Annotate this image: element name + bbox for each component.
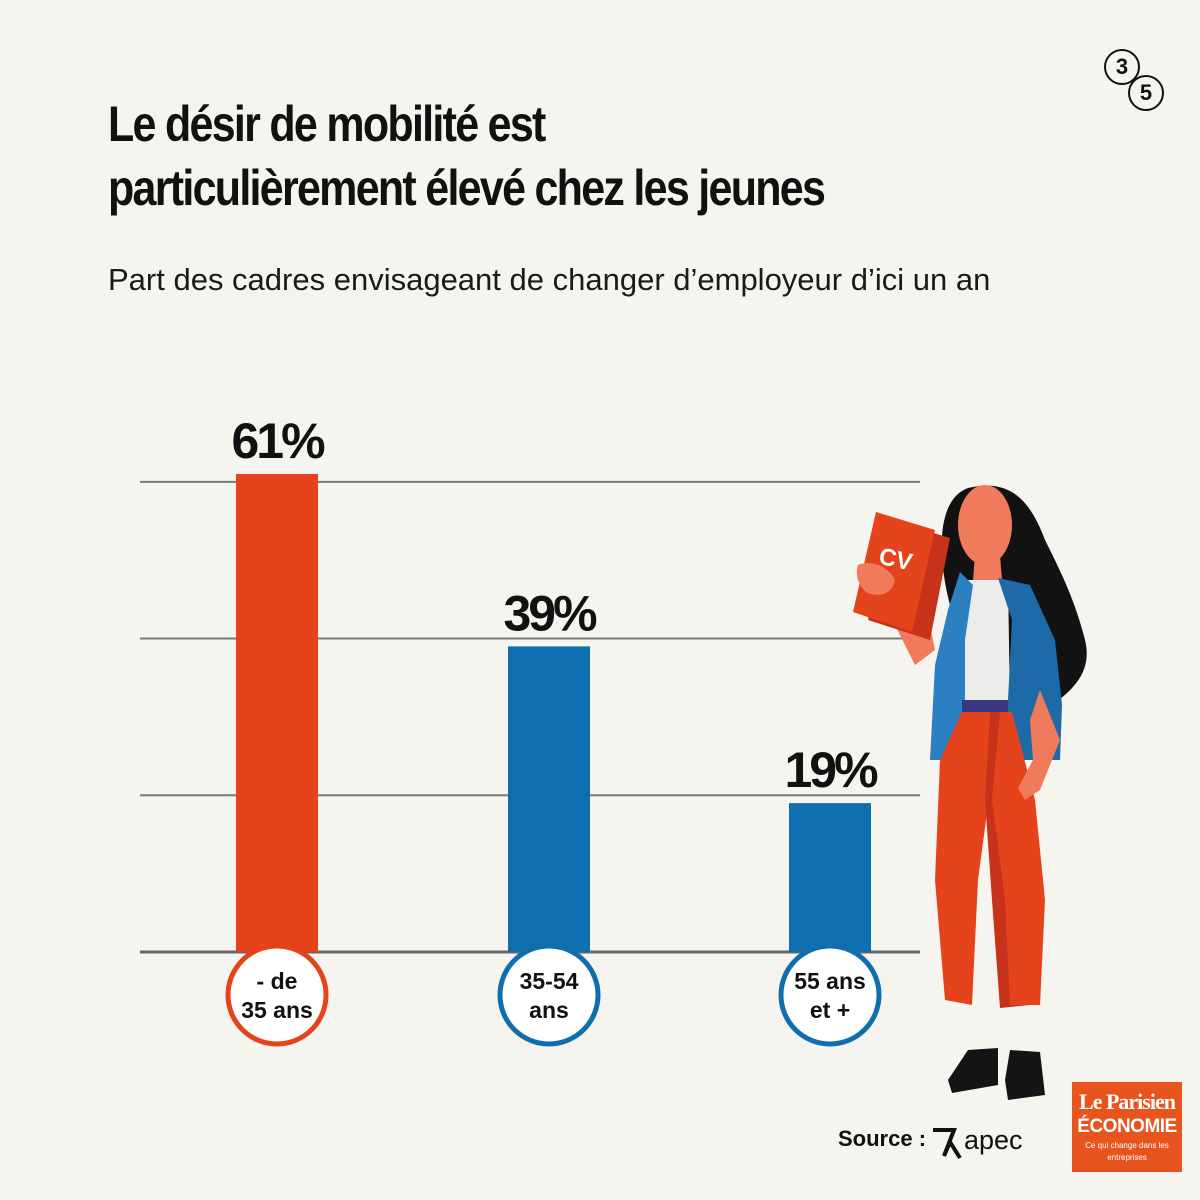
shoe-right (1005, 1050, 1045, 1100)
category-label-3-line-2: et + (810, 997, 850, 1023)
value-label-3: 19% (784, 742, 878, 798)
source-name: apec (964, 1125, 1023, 1155)
apec-logo: apec (930, 1124, 1050, 1160)
woman-illustration: CV (853, 485, 1087, 1100)
belt (962, 700, 1008, 714)
category-badge-2 (497, 943, 601, 1047)
shoe-left (948, 1048, 998, 1093)
page-counter: 3 5 (1100, 45, 1170, 120)
source-label: Source : (838, 1126, 927, 1151)
arm-right (1018, 690, 1060, 800)
cv-document: CV (853, 512, 950, 640)
trousers-right-front (992, 712, 1045, 1005)
face (958, 485, 1012, 565)
page-total: 5 (1128, 75, 1164, 111)
category-label-1-line-1: - de (257, 968, 298, 994)
category-label-2-line-2: ans (529, 997, 569, 1023)
logo-line-1: Le Parisien (1079, 1089, 1176, 1114)
bar-1 (236, 474, 318, 952)
chart-subtitle: Part des cadres envisageant de changer d… (108, 262, 991, 297)
title-line-1: Le désir de mobilité est (108, 96, 546, 152)
shirt (960, 580, 1010, 705)
logo-line-2: ÉCONOMIE (1077, 1116, 1177, 1137)
category-label-1-line-2: 35 ans (241, 997, 313, 1023)
category-badge-1 (225, 943, 329, 1047)
value-labels: 61% 39% 19% (231, 413, 881, 798)
category-label-2-line-1: 35-54 (520, 968, 579, 994)
logo-tagline: Ce qui change dans les entreprises (1085, 1141, 1169, 1162)
category-badge-3 (778, 943, 882, 1047)
value-label-1: 61% (231, 413, 325, 469)
category-label-3-line-1: 55 ans (794, 968, 866, 994)
title-line-2: particulièrement élevé chez les jeunes (108, 160, 826, 216)
neck (973, 555, 1002, 580)
cv-front-page (853, 512, 935, 632)
le-parisien-economie-logo: Le Parisien ÉCONOMIE Ce qui change dans … (1072, 1082, 1182, 1172)
bar-3 (789, 803, 871, 952)
chart-title: Le désir de mobilité est particulièremen… (108, 92, 968, 220)
value-label-2: 39% (503, 585, 597, 641)
trousers-left (935, 712, 995, 1005)
hand-left (856, 563, 895, 595)
bars (236, 474, 871, 952)
category-labels: - de 35 ans 35-54 ans 55 ans et + (225, 943, 882, 1047)
bar-2 (508, 646, 590, 952)
apec-icon (933, 1128, 962, 1160)
